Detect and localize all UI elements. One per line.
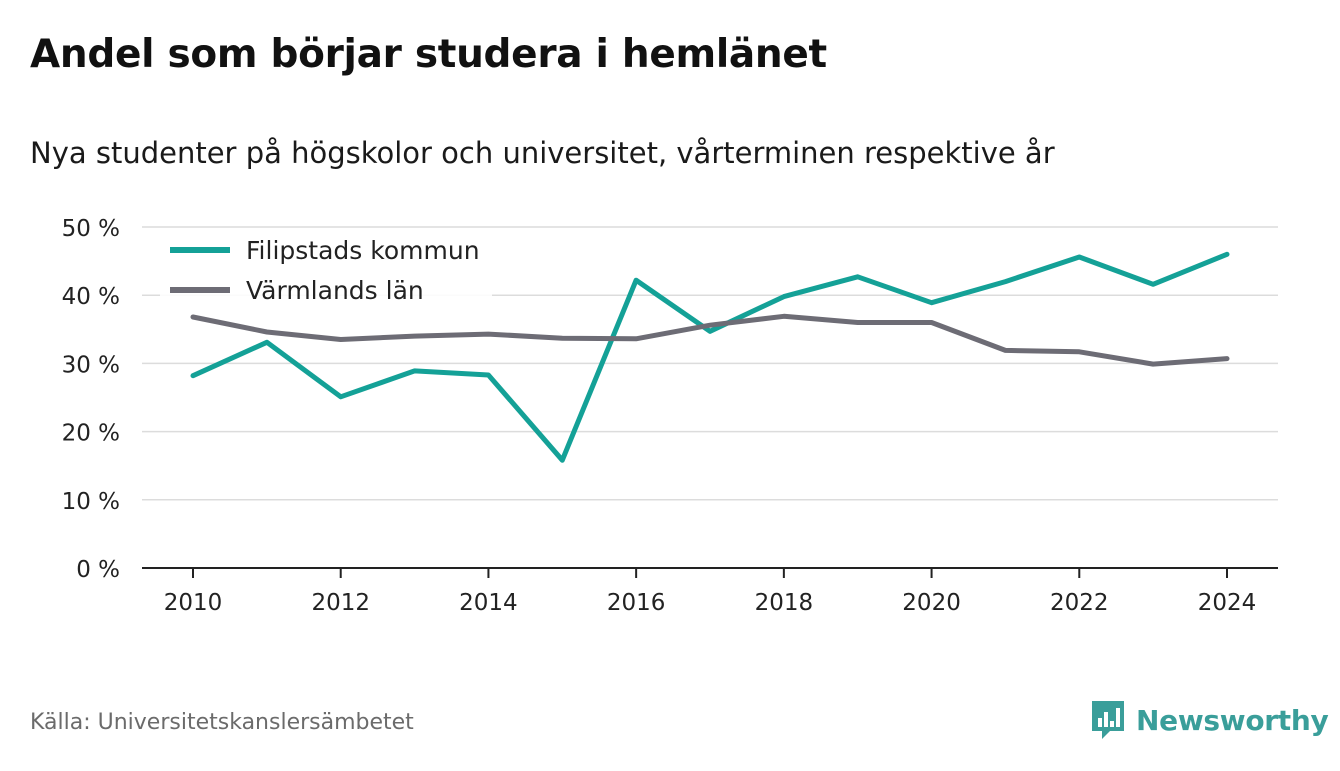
brand-logo: Newsworthy: [1090, 699, 1329, 741]
newsworthy-logo-icon: [1092, 701, 1124, 739]
x-tick-label: 2022: [1050, 590, 1109, 616]
x-axis: 2010 2012 2014 2016 2018 2020 2022 2024: [142, 567, 1278, 616]
y-tick-label: 30 %: [62, 352, 120, 378]
source-note: Källa: Universitetskanslersämbetet: [30, 710, 414, 735]
x-tick-label: 2020: [902, 590, 961, 616]
legend-label: Filipstads kommun: [246, 236, 480, 265]
brand-name: Newsworthy: [1136, 703, 1329, 737]
y-tick-label: 40 %: [62, 284, 120, 310]
x-tick-label: 2014: [459, 590, 518, 616]
legend: Filipstads kommun Värmlands län: [160, 229, 492, 305]
x-tick-label: 2012: [311, 590, 370, 616]
y-axis: 0 % 10 % 20 % 30 % 40 % 50 %: [62, 216, 120, 583]
y-tick-label: 10 %: [62, 489, 120, 515]
y-tick-label: 50 %: [62, 216, 120, 242]
series-line: [190, 313, 1230, 367]
series-line: [190, 251, 1230, 463]
y-tick-label: 0 %: [76, 557, 120, 583]
legend-label: Värmlands län: [246, 276, 424, 305]
y-tick-label: 20 %: [62, 421, 120, 447]
x-tick-label: 2018: [755, 590, 814, 616]
chart-subtitle: Nya studenter på högskolor och universit…: [30, 136, 1055, 170]
series-lines: [190, 251, 1230, 463]
chart-title: Andel som börjar studera i hemlänet: [30, 32, 827, 77]
x-tick-label: 2024: [1198, 590, 1257, 616]
x-tick-label: 2016: [607, 590, 666, 616]
x-tick-label: 2010: [164, 590, 223, 616]
